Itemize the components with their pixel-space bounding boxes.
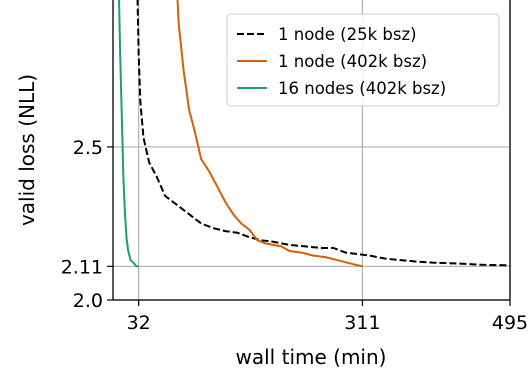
x-tick-label: 311: [344, 312, 380, 334]
y-tick-label: 2.11: [61, 256, 103, 278]
series-line-1: [136, 0, 510, 267]
legend-box: [226, 13, 500, 107]
y-tick-label: 2.0: [73, 290, 103, 312]
legend-label: 1 node (25k bsz): [278, 25, 417, 44]
series-line-3: [118, 0, 139, 268]
x-tick-label: 32: [127, 312, 151, 334]
y-tick-label: 2.5: [73, 137, 103, 159]
x-axis-label: wall time (min): [236, 345, 387, 369]
y-axis-label: valid loss (NLL): [15, 74, 39, 226]
legend-label: 1 node (402k bsz): [278, 52, 427, 71]
legend: 1 node (25k bsz) 1 node (402k bsz) 16 node…: [226, 13, 500, 107]
ticks: 32 311 495 2.0 2.11 2.5: [61, 137, 528, 334]
plot-lines: [118, 0, 510, 268]
series-line-2: [176, 0, 363, 268]
axes: [112, 0, 511, 301]
x-tick-label: 495: [492, 312, 528, 334]
legend-label: 16 nodes (402k bsz): [278, 79, 446, 98]
